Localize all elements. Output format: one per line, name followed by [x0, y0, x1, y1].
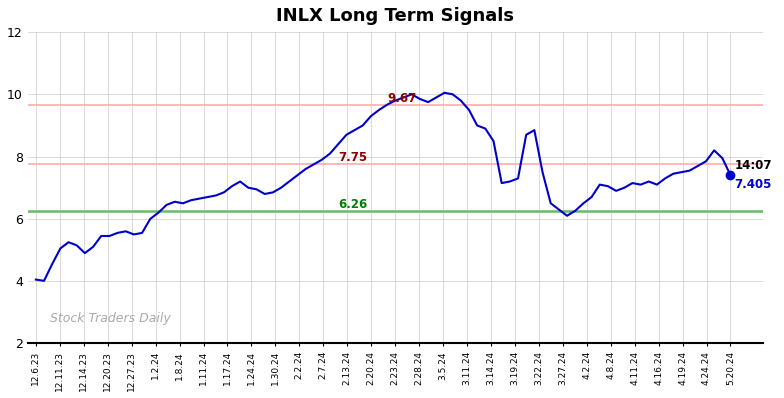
Text: 6.26: 6.26 [338, 198, 368, 211]
Title: INLX Long Term Signals: INLX Long Term Signals [277, 7, 514, 25]
Text: 9.67: 9.67 [387, 92, 416, 105]
Text: 7.405: 7.405 [735, 178, 772, 191]
Text: Stock Traders Daily: Stock Traders Daily [49, 312, 170, 325]
Text: 14:07: 14:07 [735, 159, 772, 172]
Text: 7.75: 7.75 [338, 151, 368, 164]
